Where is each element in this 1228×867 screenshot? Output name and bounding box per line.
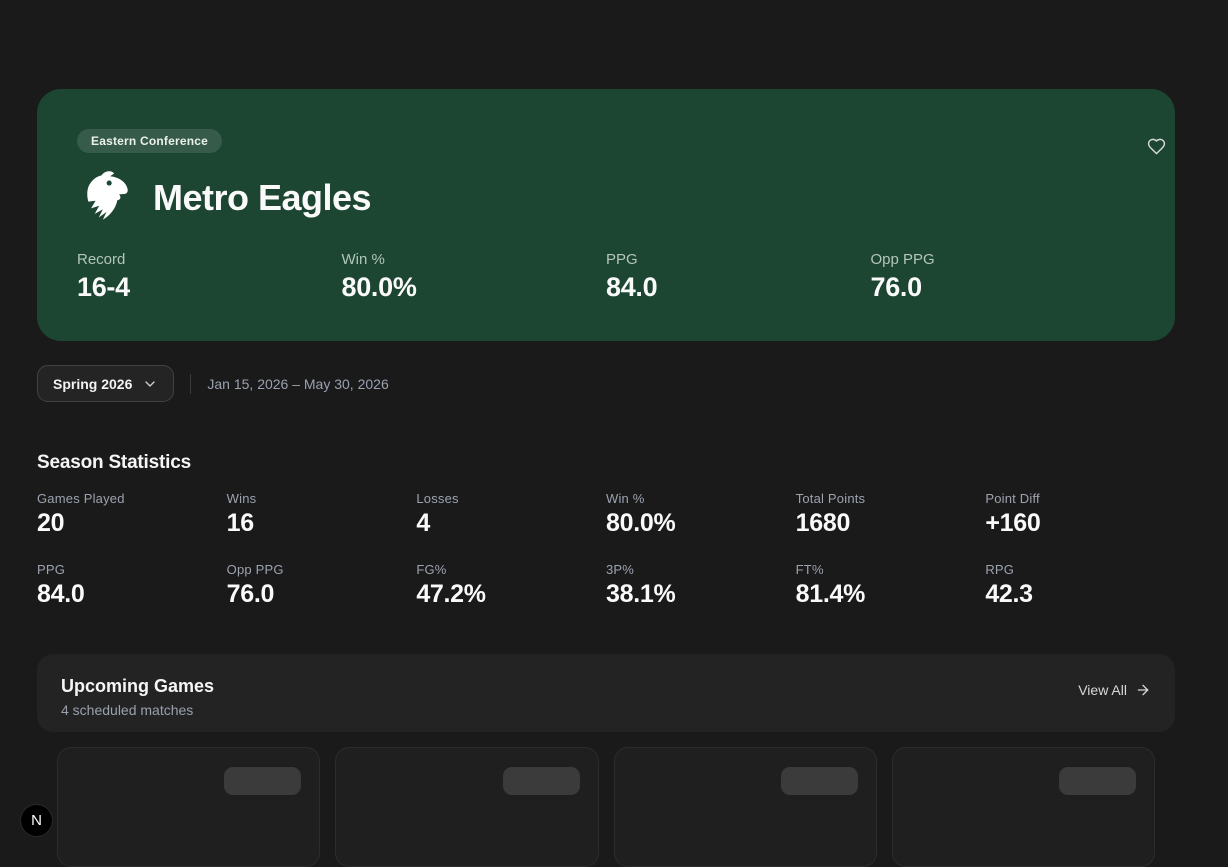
stat-item: PPG 84.0 bbox=[37, 562, 227, 609]
main-content: Eastern Conference Metro Eagles Record 1… bbox=[37, 89, 1175, 867]
game-time-badge bbox=[224, 767, 302, 795]
season-statistics-heading: Season Statistics bbox=[37, 452, 191, 473]
season-date-range: Jan 15, 2026 – May 30, 2026 bbox=[207, 375, 389, 392]
nextjs-dev-badge[interactable]: N bbox=[20, 804, 53, 837]
heart-icon bbox=[1147, 137, 1166, 156]
stat-item: FG% 47.2% bbox=[416, 562, 606, 609]
game-time-badge bbox=[502, 767, 580, 795]
conference-badge: Eastern Conference bbox=[77, 129, 222, 153]
hero-stat-value: 76.0 bbox=[870, 272, 923, 302]
hero-stat-label: Win % bbox=[341, 251, 385, 268]
stat-label: Point Diff bbox=[985, 491, 1040, 506]
game-card[interactable] bbox=[335, 747, 599, 867]
season-select-dropdown[interactable]: Spring 2026 bbox=[37, 365, 175, 402]
stat-label: PPG bbox=[37, 562, 66, 577]
stat-label: RPG bbox=[985, 562, 1015, 577]
stat-label: FT% bbox=[795, 562, 824, 577]
divider bbox=[190, 373, 192, 394]
stat-value: 81.4% bbox=[795, 580, 866, 608]
team-name: Metro Eagles bbox=[153, 177, 372, 218]
stat-item: Point Diff +160 bbox=[985, 491, 1175, 538]
stat-item: Opp PPG 76.0 bbox=[227, 562, 417, 609]
stat-value: 76.0 bbox=[226, 580, 275, 608]
stat-item: RPG 42.3 bbox=[985, 562, 1175, 609]
stat-value: 84.0 bbox=[37, 580, 85, 608]
team-hero-card: Eastern Conference Metro Eagles Record 1… bbox=[37, 89, 1175, 341]
stat-label: Games Played bbox=[37, 491, 125, 506]
chevron-down-icon bbox=[142, 376, 158, 392]
game-time-badge bbox=[1059, 767, 1136, 795]
hero-stat-value: 16-4 bbox=[77, 272, 130, 302]
view-all-label: View All bbox=[1078, 682, 1127, 698]
nextjs-logo-icon: N bbox=[31, 812, 42, 829]
stat-label: 3P% bbox=[606, 562, 635, 577]
stat-item: Total Points 1680 bbox=[796, 491, 986, 538]
hero-stat-label: PPG bbox=[606, 251, 638, 268]
stat-item: Wins 16 bbox=[227, 491, 417, 538]
stat-item: Win % 80.0% bbox=[606, 491, 796, 538]
hero-stat-label: Record bbox=[77, 251, 126, 268]
hero-stat-item: PPG 84.0 bbox=[606, 251, 871, 303]
upcoming-games-card: Upcoming Games 4 scheduled matches View … bbox=[37, 654, 1175, 732]
stat-value: 20 bbox=[37, 509, 65, 537]
stat-item: FT% 81.4% bbox=[796, 562, 986, 609]
stat-value: +160 bbox=[985, 509, 1041, 537]
stat-value: 42.3 bbox=[985, 580, 1033, 608]
stat-label: Total Points bbox=[795, 491, 866, 506]
stat-value: 1680 bbox=[795, 509, 851, 537]
game-time-badge bbox=[780, 767, 858, 795]
stat-label: Losses bbox=[416, 491, 459, 506]
stat-item: 3P% 38.1% bbox=[606, 562, 796, 609]
stat-label: Win % bbox=[606, 491, 645, 506]
stat-value: 16 bbox=[226, 509, 255, 537]
stat-value: 38.1% bbox=[606, 580, 676, 608]
arrow-right-icon bbox=[1135, 682, 1151, 698]
hero-stat-item: Opp PPG 76.0 bbox=[871, 251, 1136, 303]
hero-stat-label: Opp PPG bbox=[870, 251, 935, 268]
hero-stat-item: Record 16-4 bbox=[77, 251, 342, 303]
stat-label: Opp PPG bbox=[226, 562, 284, 577]
upcoming-games-heading: Upcoming Games bbox=[61, 676, 215, 696]
view-all-link[interactable]: View All bbox=[1078, 678, 1151, 702]
hero-stat-value: 84.0 bbox=[606, 272, 658, 302]
game-card[interactable] bbox=[891, 747, 1155, 867]
stat-value: 4 bbox=[416, 509, 430, 537]
stat-value: 80.0% bbox=[606, 509, 676, 537]
hero-stats-row: Record 16-4 Win % 80.0% PPG 84.0 Opp PPG… bbox=[77, 251, 1135, 303]
team-identity: Metro Eagles bbox=[77, 169, 1135, 227]
stat-label: FG% bbox=[416, 562, 447, 577]
hero-stat-item: Win % 80.0% bbox=[342, 251, 607, 303]
stat-value: 47.2% bbox=[416, 580, 486, 608]
upcoming-games-header: Upcoming Games 4 scheduled matches bbox=[61, 676, 214, 718]
favorite-button[interactable] bbox=[1145, 135, 1168, 158]
game-card[interactable] bbox=[57, 747, 321, 867]
season-selector-row: Spring 2026 Jan 15, 2026 – May 30, 2026 bbox=[37, 365, 1175, 402]
upcoming-games-subtitle: 4 scheduled matches bbox=[61, 702, 194, 718]
stat-label: Wins bbox=[226, 491, 257, 506]
stat-item: Games Played 20 bbox=[37, 491, 227, 538]
season-select-value: Spring 2026 bbox=[53, 375, 133, 392]
season-statistics-grid: Games Played 20 Wins 16 Losses 4 Win % 8… bbox=[37, 491, 1175, 609]
game-card[interactable] bbox=[613, 747, 877, 867]
games-row bbox=[37, 747, 1175, 867]
stat-item: Losses 4 bbox=[416, 491, 606, 538]
hero-stat-value: 80.0% bbox=[341, 272, 417, 302]
eagle-icon bbox=[77, 169, 135, 227]
